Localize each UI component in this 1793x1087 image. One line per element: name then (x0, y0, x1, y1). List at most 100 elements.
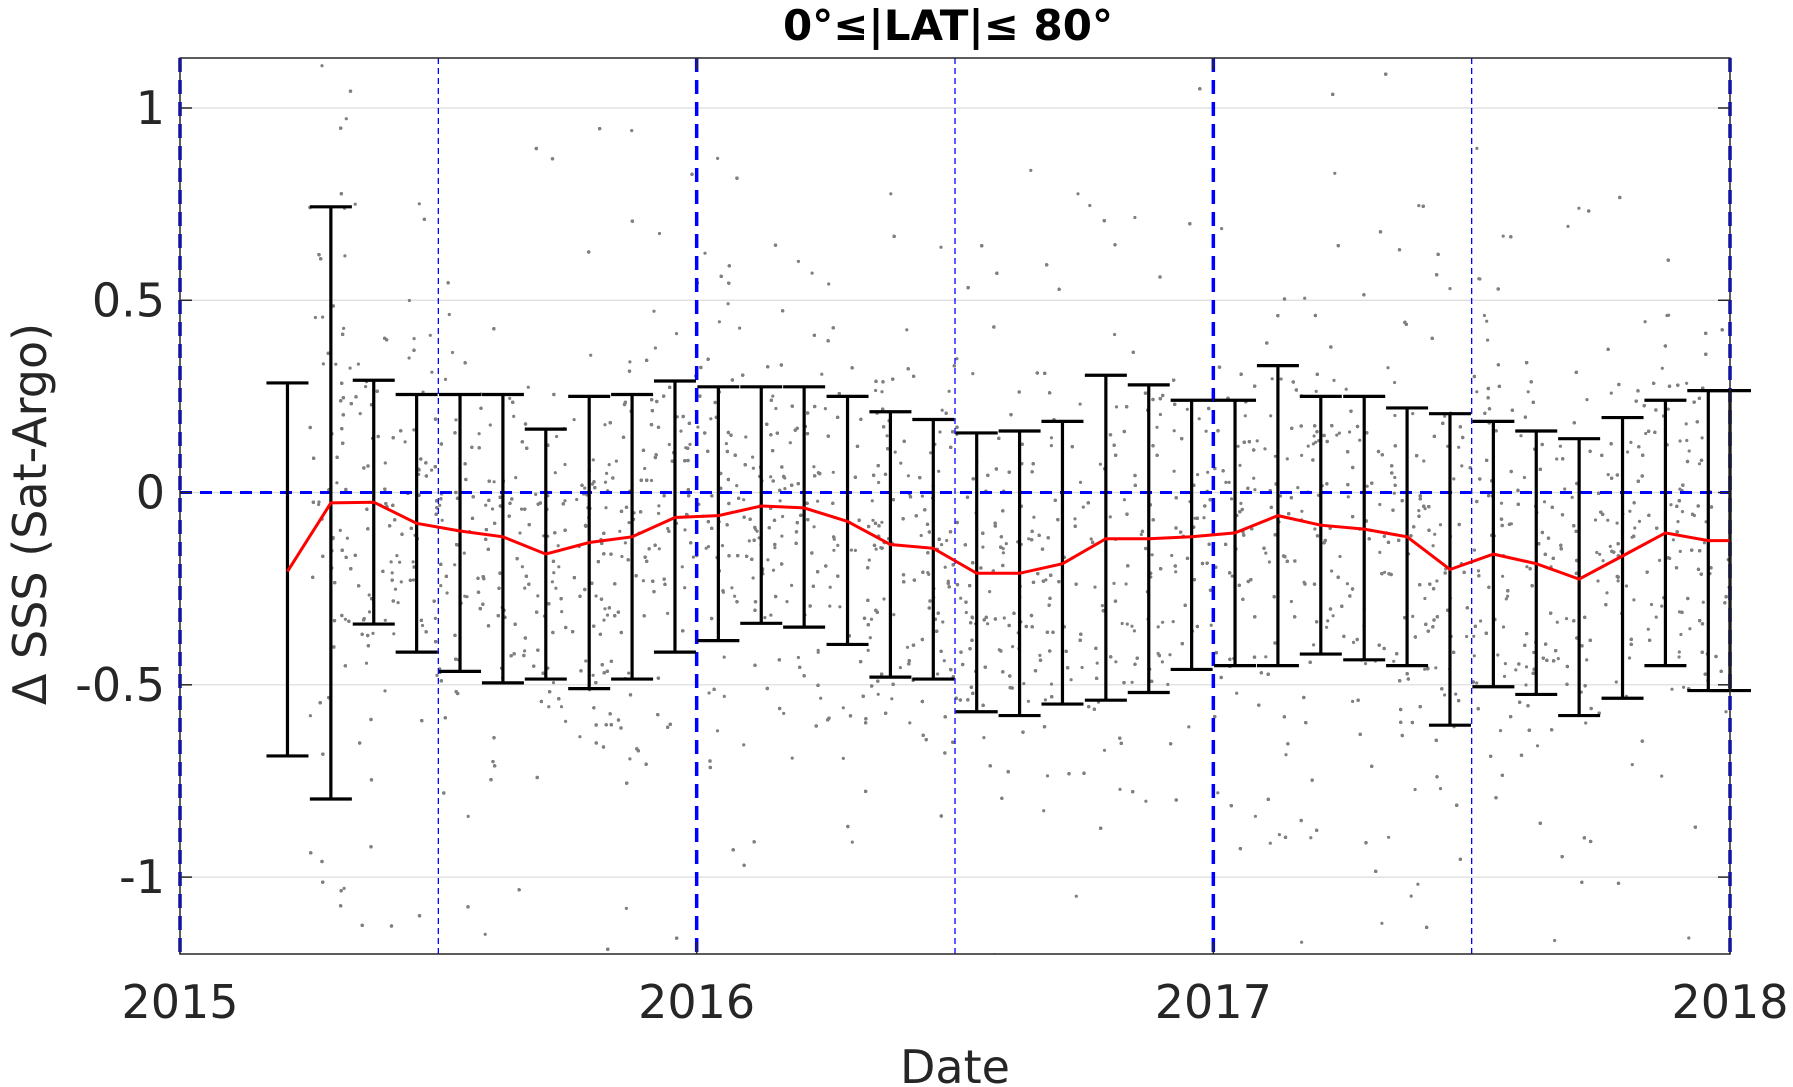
scatter-point (1108, 515, 1112, 519)
scatter-point (407, 298, 411, 303)
scatter-point (1351, 640, 1356, 645)
scatter-point (790, 583, 794, 588)
scatter-point (594, 594, 598, 598)
scatter-point (454, 418, 458, 422)
scatter-point (575, 497, 579, 502)
scatter-point (1486, 338, 1490, 342)
scatter-point (874, 547, 878, 551)
scatter-point (742, 743, 746, 747)
scatter-point (652, 309, 656, 313)
scatter-point (706, 545, 711, 549)
scatter-point (563, 462, 567, 467)
scatter-point (1300, 509, 1304, 513)
scatter-point (1556, 657, 1560, 661)
scatter-point (1038, 653, 1042, 658)
scatter-point (810, 271, 814, 275)
scatter-point (1417, 204, 1421, 208)
scatter-point (624, 906, 629, 911)
scatter-point (1460, 464, 1464, 468)
scatter-point (371, 631, 375, 636)
scatter-point (1253, 488, 1257, 492)
scatter-point (1609, 391, 1613, 395)
scatter-point (1300, 940, 1304, 944)
scatter-point (790, 756, 794, 760)
scatter-point (1524, 665, 1529, 669)
scatter-point (905, 645, 910, 649)
scatter-point (1501, 234, 1505, 238)
scatter-point (1413, 787, 1417, 792)
scatter-point (1380, 921, 1384, 925)
scatter-point (1669, 503, 1673, 507)
scatter-point (1001, 547, 1005, 551)
scatter-point (1001, 551, 1006, 555)
scatter-point (823, 407, 828, 411)
chart-title: 0°≤|LAT|≤ 80° (783, 1, 1113, 50)
scatter-point (343, 254, 347, 258)
scatter-point (1393, 413, 1397, 418)
scatter-point (1475, 681, 1479, 685)
scatter-point (831, 470, 835, 474)
scatter-point (447, 312, 451, 317)
scatter-point (399, 580, 403, 584)
scatter-point (703, 251, 707, 255)
scatter-point (832, 548, 836, 552)
scatter-point (484, 503, 488, 507)
scatter-point (1332, 378, 1336, 382)
scatter-point (882, 597, 886, 601)
scatter-point (820, 372, 824, 376)
scatter-point (666, 526, 670, 531)
scatter-point (398, 560, 402, 564)
scatter-point (1724, 710, 1728, 714)
scatter-point (1438, 787, 1443, 791)
scatter-point (929, 451, 933, 455)
scatter-point (1344, 387, 1348, 391)
scatter-point (751, 455, 755, 459)
scatter-point (1312, 434, 1316, 438)
scatter-point (1687, 449, 1691, 453)
scatter-point (1078, 402, 1082, 406)
scatter-point (317, 502, 321, 507)
scatter-point (964, 610, 968, 615)
scatter-point (1416, 882, 1420, 886)
scatter-point (1555, 620, 1559, 624)
scatter-point (1626, 450, 1630, 454)
scatter-point (1312, 643, 1316, 647)
scatter-point (526, 385, 530, 389)
scatter-point (1646, 627, 1650, 631)
scatter-point (1252, 476, 1256, 480)
scatter-point (450, 350, 455, 355)
scatter-point (1166, 682, 1170, 687)
scatter-point (411, 560, 415, 564)
scatter-point (788, 441, 792, 445)
scatter-point (1363, 662, 1368, 666)
scatter-point (1532, 650, 1536, 655)
scatter-point (1269, 414, 1273, 418)
scatter-point (1628, 509, 1632, 513)
scatter-point (1472, 654, 1476, 658)
scatter-point (317, 500, 321, 504)
scatter-point (554, 586, 558, 590)
scatter-point (819, 696, 823, 700)
scatter-point (1392, 659, 1396, 663)
scatter-point (738, 326, 742, 330)
scatter-point (1654, 615, 1658, 619)
scatter-point (628, 360, 632, 364)
scatter-point (769, 613, 773, 617)
scatter-point (898, 666, 903, 670)
scatter-point (1042, 809, 1046, 813)
scatter-point (1206, 470, 1210, 474)
scatter-point (1496, 653, 1500, 657)
scatter-point (547, 705, 551, 709)
scatter-point (1475, 390, 1479, 394)
scatter-point (688, 442, 692, 446)
scatter-point (1677, 610, 1682, 614)
scatter-point (343, 617, 347, 621)
scatter-point (1525, 565, 1529, 569)
scatter-point (1267, 560, 1271, 564)
scatter-point (1383, 570, 1387, 574)
scatter-point (683, 528, 687, 532)
scatter-point (1114, 660, 1118, 664)
scatter-point (1630, 763, 1634, 767)
scatter-point (1535, 744, 1540, 748)
scatter-point (1649, 602, 1654, 607)
